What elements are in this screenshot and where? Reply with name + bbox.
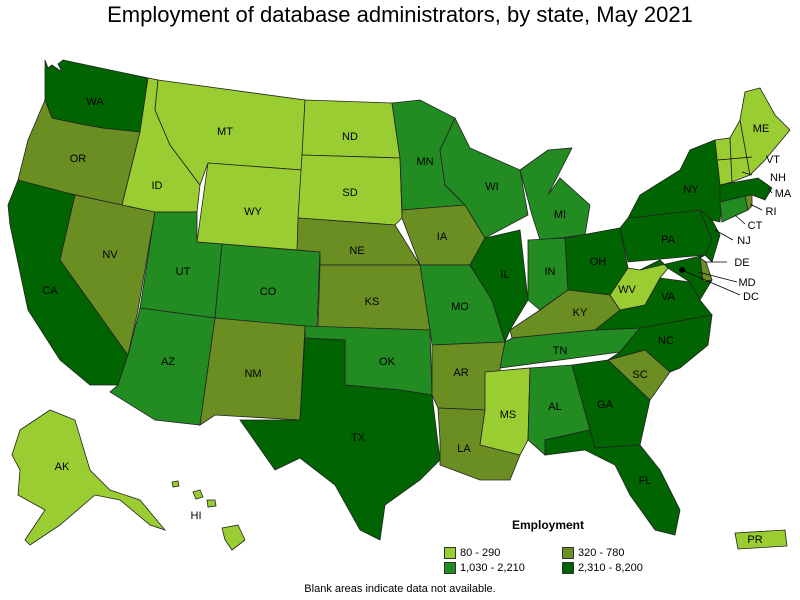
state-label-la: LA: [457, 443, 471, 455]
legend-item-3: 1,030 - 2,210: [444, 562, 525, 574]
state-label-oh: OH: [590, 256, 607, 268]
state-label-de: DE: [734, 257, 749, 269]
state-label-mo: MO: [451, 301, 469, 313]
legend-swatch-1: [444, 547, 456, 559]
legend-label-3: 1,030 - 2,210: [460, 562, 525, 574]
state-label-nm: NM: [244, 368, 261, 380]
state-label-ut: UT: [176, 266, 191, 278]
state-label-ar: AR: [453, 367, 468, 379]
state-ak[interactable]: [11, 409, 167, 546]
state-label-md: MD: [738, 277, 755, 289]
state-label-pr: PR: [747, 534, 762, 546]
state-md[interactable]: [639, 254, 713, 301]
state-label-dc: DC: [743, 291, 759, 303]
state-label-ne: NE: [349, 245, 364, 257]
state-label-ky: KY: [573, 307, 588, 319]
state-label-al: AL: [548, 401, 561, 413]
state-label-mt: MT: [217, 126, 233, 138]
legend-item-2: 320 - 780: [562, 547, 624, 559]
state-label-fl: FL: [639, 475, 652, 487]
state-label-mi: MI: [554, 209, 566, 221]
state-label-wv: WV: [618, 284, 636, 296]
legend-label-4: 2,310 - 8,200: [578, 562, 643, 574]
state-label-tx: TX: [351, 432, 366, 444]
state-ma[interactable]: [719, 177, 773, 203]
state-pr[interactable]: [734, 529, 788, 550]
state-nd[interactable]: [301, 99, 401, 159]
legend-title: Employment: [512, 518, 585, 532]
legend-swatch-3: [444, 562, 456, 574]
state-label-ca: CA: [42, 285, 58, 297]
state-label-az: AZ: [161, 356, 175, 368]
state-label-va: VA: [661, 291, 676, 303]
legend-item-4: 2,310 - 8,200: [562, 562, 643, 574]
footnote: Blank areas indicate data not available.: [304, 583, 496, 595]
state-labels: WA OR CA NV ID MT WY UT AZ CO NM ND SD NE KS OK TX MN IA MO…: [42, 96, 792, 546]
legend-label-1: 80 - 290: [460, 547, 501, 559]
state-label-ct: CT: [748, 220, 763, 232]
state-label-in: IN: [545, 266, 556, 278]
state-label-wa: WA: [86, 96, 104, 108]
state-tx[interactable]: [239, 337, 441, 541]
legend-label-2: 320 - 780: [578, 547, 625, 559]
state-label-ok: OK: [379, 356, 396, 368]
state-label-sd: SD: [342, 187, 357, 199]
state-label-id: ID: [152, 180, 163, 192]
state-label-ny: NY: [683, 184, 699, 196]
state-label-nd: ND: [342, 131, 358, 143]
state-label-co: CO: [260, 286, 277, 298]
state-label-ia: IA: [437, 231, 448, 243]
state-label-mn: MN: [416, 156, 433, 168]
state-label-wy: WY: [244, 206, 262, 218]
state-label-ak: AK: [55, 461, 70, 473]
state-label-nv: NV: [102, 249, 118, 261]
state-label-sc: SC: [632, 369, 647, 381]
state-il[interactable]: [469, 229, 529, 344]
state-label-pa: PA: [661, 234, 676, 246]
state-label-nc: NC: [658, 335, 674, 347]
state-label-wi: WI: [485, 181, 498, 193]
state-label-ri: RI: [766, 206, 777, 218]
state-label-ga: GA: [597, 399, 614, 411]
state-hi[interactable]: [171, 480, 246, 551]
state-me[interactable]: [739, 87, 791, 176]
state-shapes: [7, 59, 791, 551]
state-label-vt: VT: [766, 154, 780, 166]
state-label-ms: MS: [500, 409, 517, 421]
state-label-hi: HI: [191, 510, 202, 522]
state-ny[interactable]: [627, 139, 723, 223]
state-label-il: IL: [500, 269, 509, 281]
legend-item-1: 80 - 290: [444, 547, 500, 559]
state-label-ks: KS: [365, 296, 380, 308]
state-label-tn: TN: [553, 345, 568, 357]
legend-swatch-4: [562, 562, 574, 574]
state-label-nh: NH: [770, 172, 786, 184]
state-label-or: OR: [70, 153, 87, 165]
state-nm[interactable]: [199, 317, 306, 426]
state-label-me: ME: [753, 123, 770, 135]
state-fl[interactable]: [544, 429, 681, 536]
state-label-nj: NJ: [737, 235, 750, 247]
state-sd[interactable]: [297, 154, 403, 226]
state-label-ma: MA: [775, 188, 792, 200]
legend-swatch-2: [562, 547, 574, 559]
leader-lines: [681, 156, 773, 296]
state-mi[interactable]: [519, 147, 591, 241]
map-title: Employment of database administrators, b…: [107, 2, 693, 27]
